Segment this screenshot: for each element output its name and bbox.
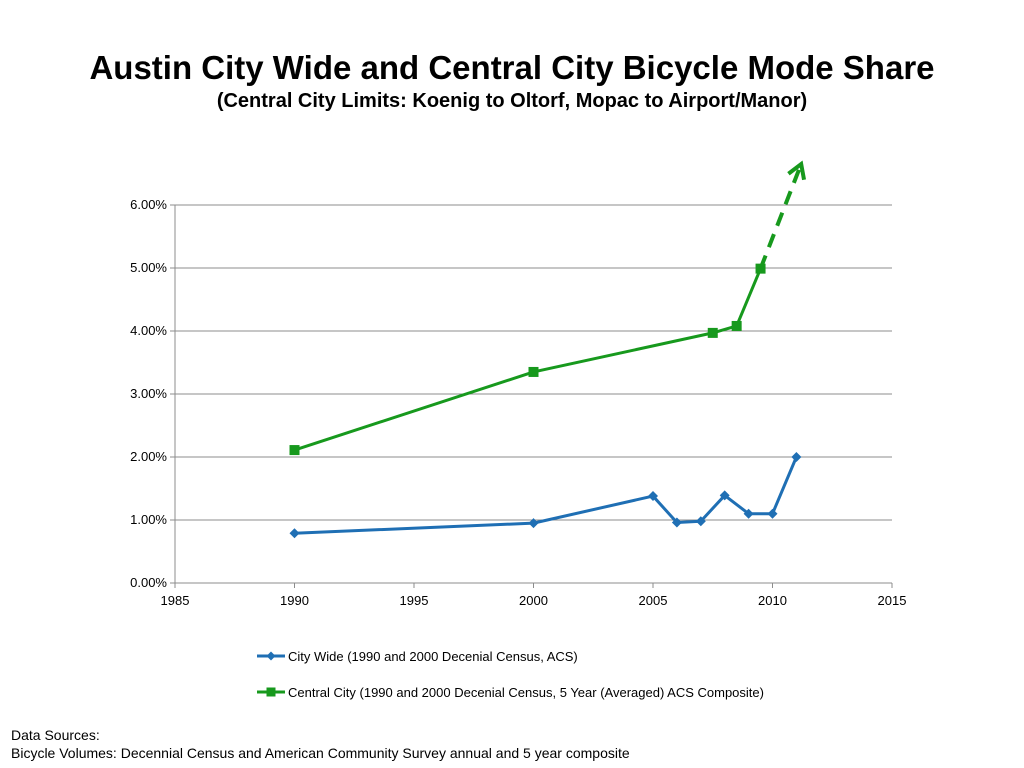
annotations: [758, 160, 807, 270]
series: [289, 263, 802, 539]
y-tick-label: 4.00%: [130, 323, 167, 338]
legend: City Wide (1990 and 2000 Decenial Census…: [257, 649, 764, 700]
data-point: [743, 508, 754, 519]
data-point: [719, 490, 730, 501]
axes: 0.00% 1.00% 2.00% 3.00% 4.00% 5.00% 6.00% 1985 1…: [130, 197, 906, 608]
data-point: [767, 508, 778, 519]
chart-subtitle: (Central City Limits: Koenig to Oltorf, …: [216, 90, 808, 112]
series-0: [289, 452, 802, 539]
y-tick-label: 3.00%: [130, 386, 167, 401]
title-block: Austin City Wide and Central City Bicycl…: [0, 48, 1024, 114]
data-point: [289, 528, 300, 539]
sources-heading: Data Sources:: [11, 727, 100, 743]
data-point: [528, 518, 539, 529]
x-tick-label: 1985: [161, 593, 190, 608]
y-tick-label: 6.00%: [130, 197, 167, 212]
trend-arrow-shaft: [758, 163, 804, 270]
x-tick-label: 1990: [280, 593, 309, 608]
y-tick-label: 1.00%: [130, 512, 167, 527]
x-tick-label: 2010: [758, 593, 787, 608]
gridlines: [175, 204, 892, 584]
legend-swatch-marker: [266, 687, 276, 697]
x-tick-label: 2000: [519, 593, 548, 608]
data-point: [528, 366, 539, 377]
data-point: [695, 516, 706, 527]
data-point: [791, 452, 802, 462]
chart-title: Austin City Wide and Central City Bicycl…: [89, 49, 935, 86]
x-tick-label: 2015: [878, 593, 907, 608]
trend-arrow-head: [787, 160, 807, 181]
trend-arrow: [758, 160, 807, 270]
series-1: [289, 263, 766, 456]
x-tick-label: 1995: [400, 593, 429, 608]
legend-entry: Central City (1990 and 2000 Decenial Cen…: [257, 685, 764, 700]
y-tick-label: 5.00%: [130, 260, 167, 275]
data-point: [289, 445, 300, 456]
data-point: [671, 517, 682, 528]
y-tick-label: 0.00%: [130, 575, 167, 590]
y-tick-label: 2.00%: [130, 449, 167, 464]
data-sources: Data Sources: Bicycle Volumes: Decennial…: [11, 726, 630, 762]
legend-label: City Wide (1990 and 2000 Decenial Census…: [288, 649, 578, 664]
sources-line: Bicycle Volumes: Decennial Census and Am…: [11, 745, 630, 761]
legend-label: Central City (1990 and 2000 Decenial Cen…: [288, 685, 764, 700]
x-tick-label: 2005: [639, 593, 668, 608]
data-point: [707, 327, 718, 338]
legend-entry: City Wide (1990 and 2000 Decenial Census…: [257, 649, 578, 664]
legend-swatch-marker: [266, 651, 276, 661]
series-line: [294, 268, 762, 452]
data-point: [731, 320, 742, 331]
data-point: [648, 491, 658, 502]
